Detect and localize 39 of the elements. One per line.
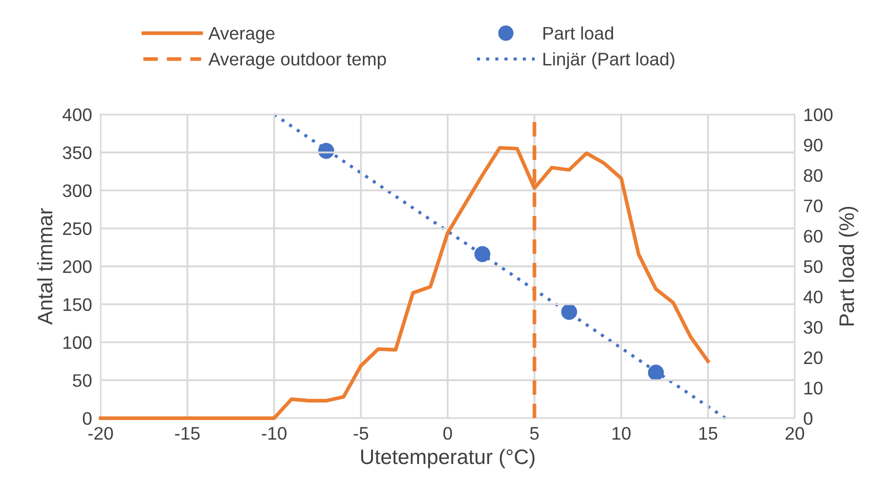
y2-tick-label: 100 (804, 108, 833, 122)
y2-tick-label: 40 (804, 290, 822, 304)
y-tick-label: 50 (72, 374, 92, 387)
y2-tick-label: 80 (804, 169, 822, 182)
y-tick-label: 300 (62, 184, 92, 198)
y2-tick-label: 20 (804, 351, 822, 364)
y2-tick-label: 90 (804, 138, 822, 152)
y2-tick-label: 50 (804, 260, 822, 274)
y-tick-label: 400 (62, 108, 92, 122)
y-tick-label: 250 (63, 222, 92, 236)
point (561, 304, 578, 320)
x-tick-label: -5 (354, 427, 368, 440)
y2-tick-label: 30 (804, 320, 822, 334)
y-tick-label: 200 (63, 260, 92, 274)
y-tick-label: 0 (82, 412, 92, 425)
legend-label: Part load (543, 26, 614, 40)
y-tick-label: 350 (62, 146, 92, 160)
x-tick-label: 10 (612, 426, 631, 440)
x-tick-label: -10 (262, 426, 286, 440)
x-tick-label: 20 (786, 426, 804, 440)
legend-label: Average (208, 27, 274, 44)
point (474, 246, 490, 262)
point (648, 364, 664, 381)
y2-axis-title: Part load (%) (838, 206, 858, 326)
legend-label: Average outdoor temp (208, 52, 386, 70)
x-tick-label: 15 (699, 427, 718, 440)
y2-tick-label: 70 (804, 200, 822, 212)
x-axis-title: Utetemperatur (°C) (361, 448, 534, 468)
x-tick-label: -20 (88, 426, 113, 440)
legend-label: Linjär (Part load) (543, 52, 674, 70)
x-tick-label: 5 (530, 427, 539, 440)
x-tick-label: 0 (443, 426, 452, 440)
y2-tick-label: 10 (804, 382, 822, 395)
y-tick-label: 100 (63, 336, 92, 349)
y-axis-title: Antal timmar (37, 208, 52, 325)
y-tick-label: 150 (63, 298, 92, 311)
y2-tick-label: 0 (804, 412, 812, 425)
y2-tick-label: 60 (804, 230, 822, 243)
x-tick-label: -15 (175, 427, 200, 440)
